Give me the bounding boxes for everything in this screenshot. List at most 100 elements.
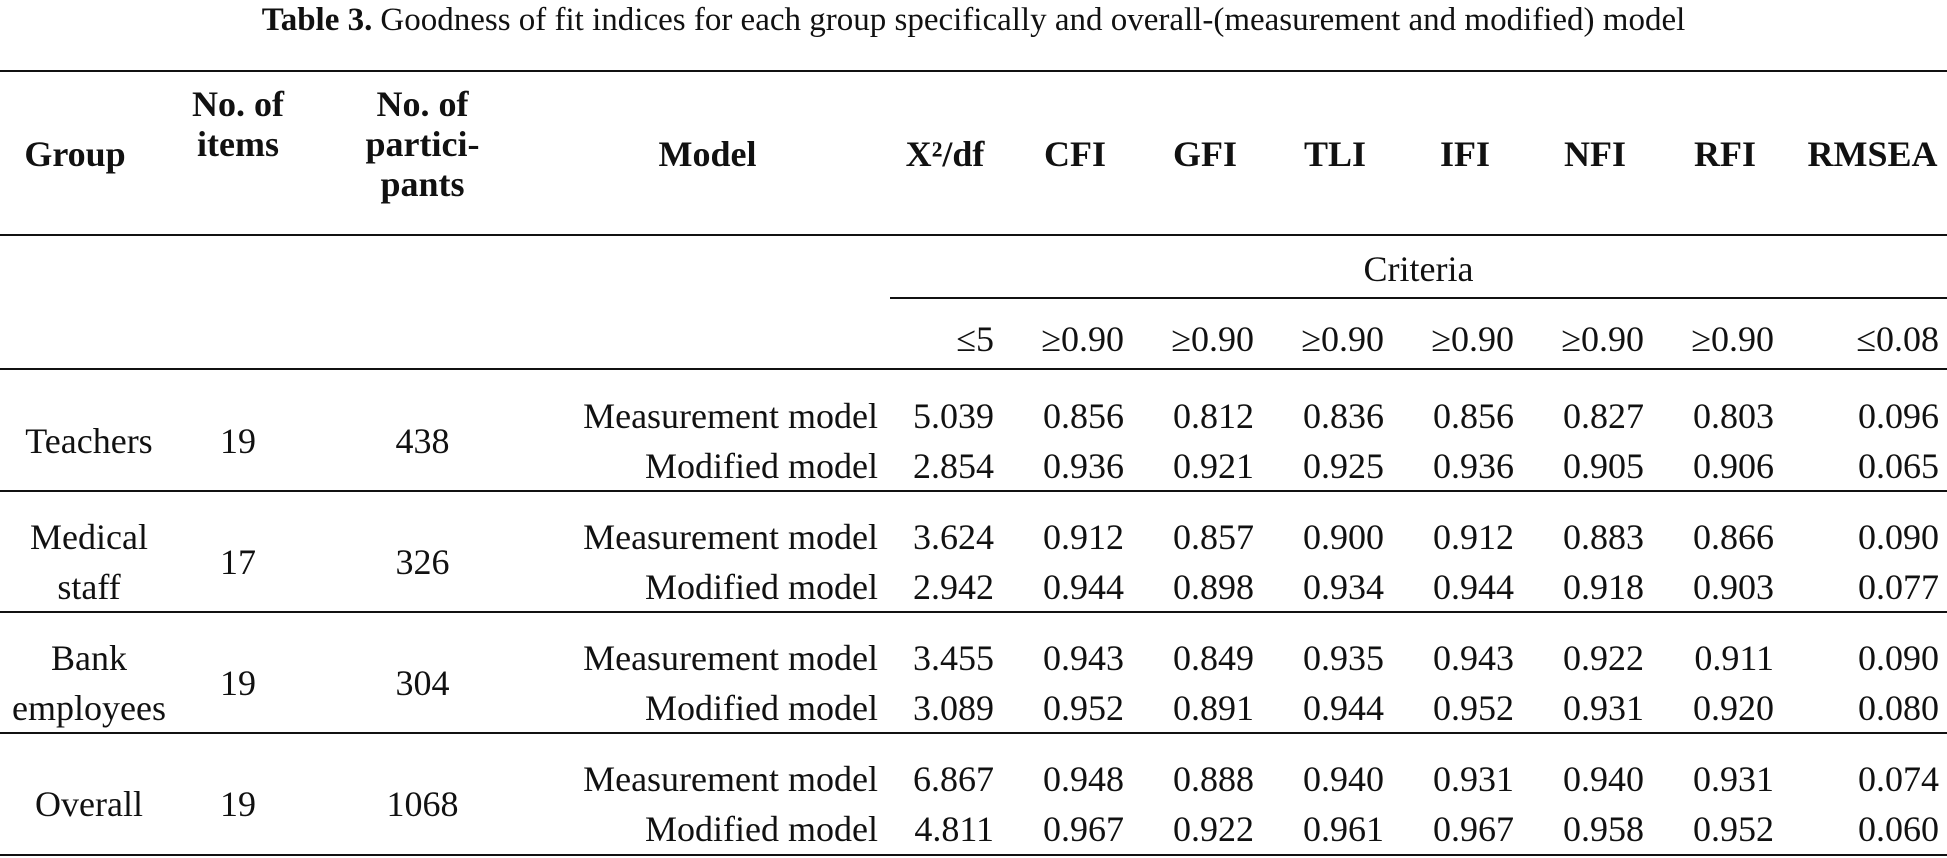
- criteria-value: ≥0.90: [1041, 319, 1124, 359]
- header-metric: RMSEA: [1807, 134, 1938, 174]
- metric-value: 4.811: [914, 809, 994, 849]
- header-metric: TLI: [1303, 134, 1367, 174]
- metric-value: 0.060: [1858, 809, 1939, 849]
- metric-value: 0.836: [1303, 396, 1384, 436]
- criteria-value: ≤5: [956, 319, 994, 359]
- metric-value: 0.891: [1173, 688, 1254, 728]
- header-items: No. of items: [192, 84, 284, 164]
- model-name: Modified model: [645, 567, 878, 607]
- criteria-label: Criteria: [1363, 249, 1474, 289]
- header-participants: No. of partici- pants: [365, 84, 480, 204]
- group-items: 19: [220, 421, 256, 461]
- metric-value: 0.906: [1693, 446, 1774, 486]
- metric-value: 0.857: [1173, 517, 1254, 557]
- rule-criteria-span: [890, 297, 1947, 299]
- rule-group-2: [0, 611, 1947, 613]
- rule-group-3: [0, 732, 1947, 734]
- metric-value: 0.912: [1433, 517, 1514, 557]
- metric-value: 0.922: [1173, 809, 1254, 849]
- group-items: 19: [220, 784, 256, 824]
- metric-value: 0.944: [1043, 567, 1124, 607]
- metric-value: 0.812: [1173, 396, 1254, 436]
- metric-value: 0.943: [1433, 638, 1514, 678]
- metric-value: 0.080: [1858, 688, 1939, 728]
- rule-header-bottom: [0, 234, 1947, 236]
- metric-value: 2.942: [913, 567, 994, 607]
- metric-value: 0.903: [1693, 567, 1774, 607]
- metric-value: 0.940: [1563, 759, 1644, 799]
- metric-value: 6.867: [913, 759, 994, 799]
- rule-bottom: [0, 854, 1947, 856]
- header-group: Group: [24, 134, 126, 174]
- metric-value: 0.931: [1563, 688, 1644, 728]
- metric-value: 0.967: [1433, 809, 1514, 849]
- metric-value: 0.934: [1303, 567, 1384, 607]
- metric-value: 0.958: [1563, 809, 1644, 849]
- model-name: Measurement model: [583, 396, 878, 436]
- model-name: Modified model: [645, 809, 878, 849]
- group-participants: 326: [395, 542, 450, 582]
- header-metric: X²/df: [905, 134, 985, 174]
- group-name: employees: [12, 688, 166, 728]
- model-name: Modified model: [645, 688, 878, 728]
- header-metric: GFI: [1172, 134, 1237, 174]
- metric-value: 5.039: [913, 396, 994, 436]
- metric-value: 0.856: [1433, 396, 1514, 436]
- metric-value: 0.943: [1043, 638, 1124, 678]
- header-model: Model: [658, 134, 757, 174]
- metric-value: 0.090: [1858, 638, 1939, 678]
- metric-value: 0.849: [1173, 638, 1254, 678]
- metric-value: 0.077: [1858, 567, 1939, 607]
- metric-value: 0.911: [1694, 638, 1774, 678]
- metric-value: 0.866: [1693, 517, 1774, 557]
- group-name: staff: [57, 567, 121, 607]
- metric-value: 0.952: [1043, 688, 1124, 728]
- metric-value: 0.803: [1693, 396, 1774, 436]
- model-name: Measurement model: [583, 638, 878, 678]
- metric-value: 0.940: [1303, 759, 1384, 799]
- header-metric: CFI: [1044, 134, 1106, 174]
- metric-value: 0.090: [1858, 517, 1939, 557]
- metric-value: 0.961: [1303, 809, 1384, 849]
- metric-value: 0.944: [1433, 567, 1514, 607]
- metric-value: 0.944: [1303, 688, 1384, 728]
- metric-value: 2.854: [913, 446, 994, 486]
- metric-value: 0.905: [1563, 446, 1644, 486]
- metric-value: 0.931: [1693, 759, 1774, 799]
- metric-value: 0.948: [1043, 759, 1124, 799]
- group-items: 19: [220, 663, 256, 703]
- model-name: Measurement model: [583, 759, 878, 799]
- header-metric: IFI: [1439, 134, 1490, 174]
- criteria-value: ≥0.90: [1691, 319, 1774, 359]
- table-caption-label: Table 3.: [261, 2, 373, 38]
- table-caption-text: Goodness of fit indices for each group s…: [380, 2, 1686, 38]
- metric-value: 0.096: [1858, 396, 1939, 436]
- metric-value: 0.856: [1043, 396, 1124, 436]
- criteria-value: ≥0.90: [1431, 319, 1514, 359]
- metric-value: 0.936: [1043, 446, 1124, 486]
- rule-criteria-bottom: [0, 368, 1947, 370]
- rule-group-1: [0, 490, 1947, 492]
- metric-value: 0.883: [1563, 517, 1644, 557]
- group-name: Teachers: [25, 421, 153, 461]
- group-participants: 1068: [386, 784, 459, 824]
- criteria-value: ≥0.90: [1171, 319, 1254, 359]
- criteria-value: ≤0.08: [1856, 319, 1939, 359]
- metric-value: 0.920: [1693, 688, 1774, 728]
- metric-value: 0.074: [1858, 759, 1939, 799]
- group-name: Overall: [35, 784, 143, 824]
- model-name: Measurement model: [583, 517, 878, 557]
- metric-value: 0.065: [1858, 446, 1939, 486]
- metric-value: 0.952: [1693, 809, 1774, 849]
- metric-value: 0.925: [1303, 446, 1384, 486]
- metric-value: 0.967: [1043, 809, 1124, 849]
- metric-value: 0.952: [1433, 688, 1514, 728]
- metric-value: 3.089: [913, 688, 994, 728]
- metric-value: 0.900: [1303, 517, 1384, 557]
- metric-value: 0.918: [1563, 567, 1644, 607]
- header-metric: NFI: [1564, 134, 1626, 174]
- metric-value: 0.898: [1173, 567, 1254, 607]
- header-metric: RFI: [1694, 134, 1756, 174]
- metric-value: 0.921: [1173, 446, 1254, 486]
- group-participants: 304: [395, 663, 450, 703]
